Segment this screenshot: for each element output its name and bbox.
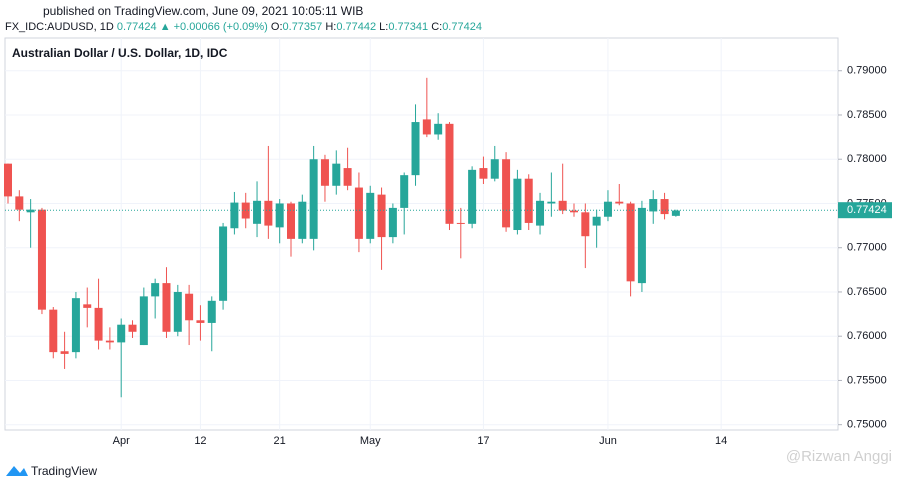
x-tick-label: 14 — [715, 435, 727, 447]
candle-body — [162, 283, 171, 332]
candle-body — [603, 201, 612, 217]
symbol: FX_IDC:AUDUSD, 1D — [5, 21, 114, 33]
candle-body — [422, 119, 431, 135]
candle-body — [151, 283, 160, 297]
candle-body — [83, 304, 92, 308]
candle-body — [320, 159, 329, 186]
candle-body — [4, 163, 12, 197]
candle-body — [139, 296, 148, 346]
candle-body — [366, 192, 375, 239]
candle-body — [502, 159, 511, 228]
candle-body — [456, 222, 465, 224]
y-tick-label: 0.77000 — [847, 242, 887, 254]
brand-logo: TradingView — [6, 464, 97, 478]
candle-body — [558, 200, 567, 211]
logo-icon — [6, 466, 28, 476]
x-tick-label: May — [360, 435, 381, 447]
candle-body — [490, 159, 499, 179]
candle-body — [185, 293, 194, 321]
candle-body — [253, 200, 262, 224]
x-tick-label: Jun — [599, 435, 617, 447]
o-label: O: — [271, 21, 283, 33]
change: ▲ +0.00066 (+0.09%) — [160, 21, 268, 33]
y-tick-label: 0.75000 — [847, 419, 887, 431]
x-tick-label: 21 — [274, 435, 286, 447]
candle-body — [343, 168, 352, 186]
candle-body — [377, 194, 386, 238]
watermark: @Rizwan Anggi — [786, 448, 892, 465]
candle-body — [196, 320, 205, 323]
o-value: 0.77357 — [283, 21, 323, 33]
candle-body — [71, 298, 80, 353]
candle-body — [207, 300, 216, 323]
y-tick-label: 0.76000 — [847, 330, 887, 342]
candle-body — [117, 324, 126, 343]
candle-body — [649, 199, 658, 212]
y-tick-label: 0.79000 — [847, 65, 887, 77]
candle-body — [287, 203, 295, 239]
candle-body — [275, 203, 284, 228]
candle-body — [219, 226, 228, 301]
quote-line: FX_IDC:AUDUSD, 1D 0.77424 ▲ +0.00066 (+0… — [5, 21, 482, 33]
candle-body — [332, 163, 341, 186]
candle-body — [15, 196, 24, 210]
candle-body — [37, 209, 46, 310]
plot-frame — [4, 37, 839, 431]
y-tick-label: 0.75500 — [847, 374, 887, 386]
candle-body — [94, 307, 103, 341]
candle-body — [671, 210, 680, 216]
h-value: 0.77442 — [336, 21, 376, 33]
l-label: L: — [379, 21, 388, 33]
candle-body — [298, 201, 307, 239]
chart-title: Australian Dollar / U.S. Dollar, 1D, IDC — [12, 46, 228, 60]
c-label: C: — [431, 21, 442, 33]
candle-body — [570, 210, 578, 213]
candle-body — [434, 123, 443, 135]
y-tick-label: 0.76500 — [847, 286, 887, 298]
candle-body — [536, 200, 545, 226]
candle-body — [513, 178, 522, 231]
candle-body — [615, 201, 624, 204]
y-tick-label: 0.78000 — [847, 153, 887, 165]
last: 0.77424 — [117, 21, 157, 33]
candle-body — [49, 309, 58, 353]
candle-body — [445, 123, 454, 224]
candle-body — [230, 202, 239, 229]
candle-body — [626, 203, 635, 282]
published: published on TradingView.com, June 09, 2… — [43, 4, 363, 18]
candle-body — [264, 200, 273, 226]
last-price-label: 0.77424 — [847, 204, 887, 216]
x-tick-label: Apr — [113, 435, 130, 447]
candle-body — [479, 168, 488, 179]
candle-body — [105, 340, 114, 343]
candle-body — [26, 209, 35, 213]
candle-body — [524, 178, 533, 223]
candle-body — [592, 216, 601, 226]
candle-body — [637, 207, 646, 284]
candle-body — [388, 207, 397, 238]
candle-body — [547, 201, 556, 204]
last-price-tag — [838, 202, 892, 219]
c-value: 0.77424 — [442, 21, 482, 33]
x-tick-label: 12 — [194, 435, 206, 447]
candle-body — [60, 351, 69, 354]
candle-body — [411, 122, 420, 176]
candle-body — [660, 199, 669, 215]
candle-body — [581, 212, 590, 237]
y-tick-label: 0.78500 — [847, 109, 887, 121]
candle-body — [128, 324, 137, 332]
l-value: 0.77341 — [388, 21, 428, 33]
h-label: H: — [325, 21, 336, 33]
candle-body — [173, 291, 182, 332]
candle-body — [468, 169, 477, 224]
x-tick-label: 17 — [477, 435, 489, 447]
candle-body — [400, 175, 409, 208]
candle-body — [354, 187, 363, 239]
candle-body — [309, 159, 318, 239]
brand: TradingView — [31, 464, 97, 478]
